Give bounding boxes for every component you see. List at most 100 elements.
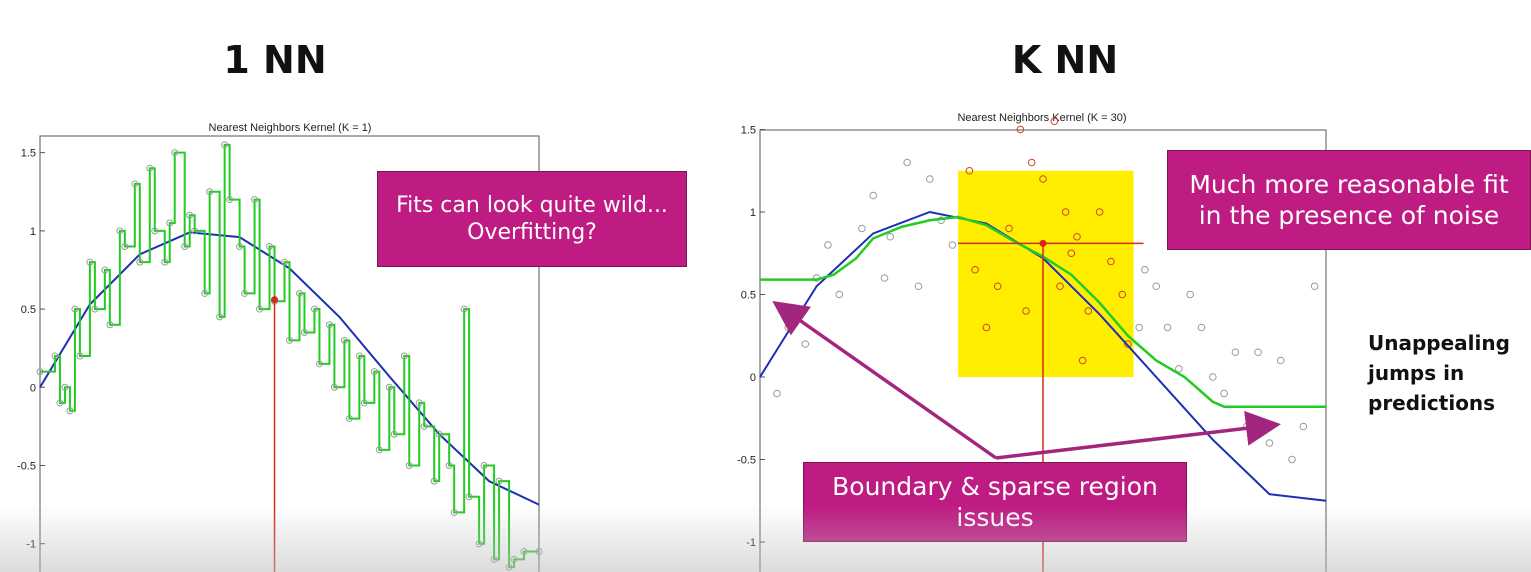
data-point [61, 383, 69, 391]
note-line: predictions [1368, 391, 1496, 415]
data-point [191, 227, 199, 235]
data-point [136, 258, 144, 266]
y-tick-label: -1 [26, 539, 36, 551]
data-point [1276, 356, 1285, 365]
y-ticks: -1 -0.5 0 0.5 1 1.5 [17, 148, 45, 551]
y-tick-label: 1 [30, 226, 36, 238]
data-point [1039, 175, 1047, 183]
knn-fit-line [40, 143, 539, 569]
data-point [131, 180, 139, 188]
data-point [71, 305, 79, 313]
y-tick-label: 0 [750, 372, 756, 384]
data-point [1231, 348, 1240, 357]
callout-line: in the presence of noise [1198, 201, 1500, 230]
y-tick-label: 1 [750, 207, 756, 219]
y-tick-label: -0.5 [17, 461, 36, 473]
knn-fit-line [760, 215, 1326, 408]
data-point [948, 241, 957, 249]
data-point [1056, 282, 1064, 291]
data-point [1107, 257, 1115, 266]
data-point [1095, 208, 1104, 216]
data-point [965, 166, 974, 175]
data-point [171, 149, 179, 157]
data-point [495, 477, 503, 485]
callout-line: Fits can look quite wild... [396, 192, 668, 218]
data-point [1288, 455, 1296, 464]
data-point [1163, 323, 1172, 332]
data-point [56, 399, 64, 407]
data-point [926, 175, 934, 183]
data-point [982, 323, 991, 332]
data-point [1265, 439, 1274, 447]
data-point [325, 321, 333, 329]
data-point [1197, 323, 1206, 332]
y-ticks: -1 -0.5 0 0.5 1 1.5 [737, 125, 765, 549]
right-heading: K NN [1011, 38, 1119, 82]
arrow-right-boundary [995, 410, 1281, 460]
data-point [226, 196, 234, 204]
data-point [310, 305, 318, 313]
data-point [1084, 307, 1093, 315]
data-point [295, 289, 303, 297]
data-point [181, 243, 189, 250]
data-point [1135, 323, 1144, 332]
query-point [1039, 239, 1047, 247]
data-point [206, 188, 214, 196]
data-point [430, 477, 438, 485]
data-point [286, 336, 293, 344]
data-point [166, 219, 174, 227]
data-point [330, 383, 338, 391]
data-point [1186, 290, 1194, 299]
data-point [121, 243, 129, 250]
plot-title: Nearest Neighbors Kernel (K = 30) [957, 112, 1126, 124]
data-point [1299, 422, 1308, 431]
data-point [435, 430, 443, 438]
data-point [300, 329, 308, 337]
data-point [76, 352, 84, 360]
data-point [216, 313, 224, 321]
data-point [201, 289, 209, 297]
data-point [903, 158, 911, 167]
data-point [480, 462, 488, 469]
data-point [1175, 364, 1183, 373]
jumps-note: Unappealing jumps in predictions [1368, 328, 1528, 418]
axes-frame [759, 129, 1327, 572]
data-point [1254, 348, 1262, 357]
data-point [66, 407, 74, 415]
data-point [1022, 307, 1030, 315]
data-point [355, 352, 363, 360]
data-point [1141, 265, 1149, 274]
data-point [146, 164, 154, 172]
y-tick-label: 1.5 [21, 148, 36, 160]
neighborhood-window [958, 170, 1134, 377]
callout-line: issues [956, 503, 1034, 532]
callout-line: Boundary & sparse region [832, 471, 1158, 501]
y-tick-label: -0.5 [737, 455, 756, 467]
data-point [1209, 373, 1217, 381]
data-point [858, 224, 866, 233]
data-point [256, 305, 264, 313]
y-tick-label: 0 [30, 382, 36, 394]
data-point [824, 241, 832, 249]
boundary-issues-callout: Boundary & sparse region issues [803, 462, 1187, 542]
data-point [886, 232, 894, 241]
left-heading: 1 NN [223, 38, 327, 82]
data-point [340, 336, 348, 344]
data-point [1152, 282, 1161, 291]
data-point [385, 383, 393, 391]
data-point [281, 258, 289, 266]
data-point [914, 282, 923, 291]
data-point [835, 290, 844, 299]
note-line: Unappealing [1368, 331, 1510, 355]
data-point [415, 399, 423, 407]
y-tick-label: -1 [746, 537, 756, 549]
plot-marks [759, 117, 1327, 572]
data-point [1016, 125, 1025, 134]
data-point [221, 141, 229, 149]
data-point [51, 352, 59, 360]
data-point [869, 191, 877, 200]
data-point [236, 243, 244, 250]
data-point [1050, 117, 1059, 126]
data-point [465, 493, 473, 501]
data-point [460, 305, 468, 313]
